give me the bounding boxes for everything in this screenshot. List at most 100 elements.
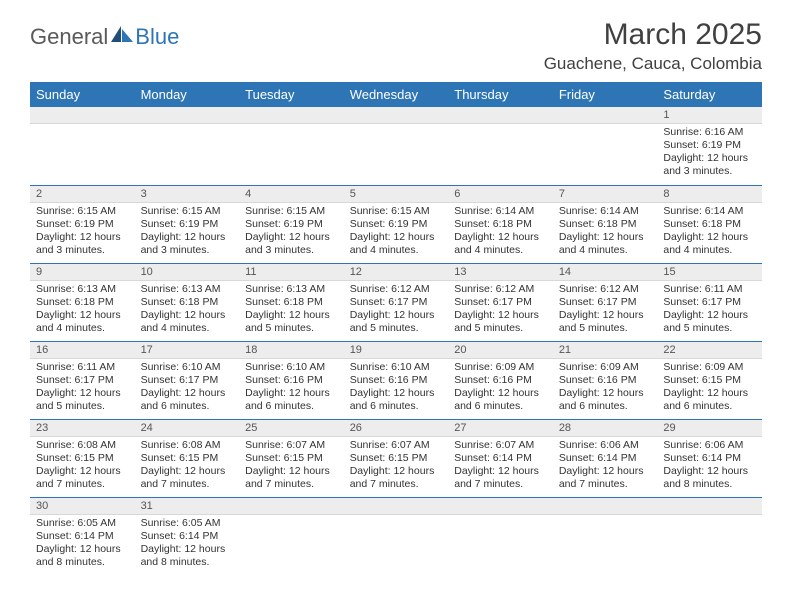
- day-number: 1: [657, 107, 762, 124]
- brand-text-blue: Blue: [135, 24, 179, 50]
- day-body: Sunrise: 6:12 AMSunset: 6:17 PMDaylight:…: [344, 281, 449, 340]
- calendar-week: 2Sunrise: 6:15 AMSunset: 6:19 PMDaylight…: [30, 185, 762, 263]
- calendar-day: 20Sunrise: 6:09 AMSunset: 6:16 PMDayligh…: [448, 341, 553, 419]
- day-number-empty: [448, 107, 553, 124]
- calendar-day: 17Sunrise: 6:10 AMSunset: 6:17 PMDayligh…: [135, 341, 240, 419]
- day-number-empty: [135, 107, 240, 124]
- header: General Blue March 2025 Guachene, Cauca,…: [30, 18, 762, 74]
- calendar-day: 19Sunrise: 6:10 AMSunset: 6:16 PMDayligh…: [344, 341, 449, 419]
- brand-text-general: General: [30, 24, 108, 50]
- sail-icon: [109, 24, 135, 44]
- calendar-day: 7Sunrise: 6:14 AMSunset: 6:18 PMDaylight…: [553, 185, 658, 263]
- day-body: Sunrise: 6:13 AMSunset: 6:18 PMDaylight:…: [135, 281, 240, 340]
- calendar-day-empty: [553, 497, 658, 575]
- day-number-empty: [344, 498, 449, 515]
- day-number: 3: [135, 186, 240, 203]
- day-body: Sunrise: 6:11 AMSunset: 6:17 PMDaylight:…: [657, 281, 762, 340]
- month-title: March 2025: [544, 18, 762, 52]
- day-body: Sunrise: 6:10 AMSunset: 6:17 PMDaylight:…: [135, 359, 240, 418]
- calendar-day: 5Sunrise: 6:15 AMSunset: 6:19 PMDaylight…: [344, 185, 449, 263]
- day-body: Sunrise: 6:06 AMSunset: 6:14 PMDaylight:…: [553, 437, 658, 496]
- day-number: 7: [553, 186, 658, 203]
- day-number: 11: [239, 264, 344, 281]
- calendar-day-empty: [448, 497, 553, 575]
- day-number: 25: [239, 420, 344, 437]
- calendar-day: 1Sunrise: 6:16 AMSunset: 6:19 PMDaylight…: [657, 107, 762, 185]
- day-number: 30: [30, 498, 135, 515]
- day-number-empty: [30, 107, 135, 124]
- day-header: Friday: [553, 82, 658, 107]
- day-number: 28: [553, 420, 658, 437]
- day-header: Monday: [135, 82, 240, 107]
- day-body: Sunrise: 6:07 AMSunset: 6:15 PMDaylight:…: [344, 437, 449, 496]
- day-body: Sunrise: 6:12 AMSunset: 6:17 PMDaylight:…: [448, 281, 553, 340]
- calendar-day: 23Sunrise: 6:08 AMSunset: 6:15 PMDayligh…: [30, 419, 135, 497]
- calendar-day-empty: [344, 107, 449, 185]
- calendar-day: 13Sunrise: 6:12 AMSunset: 6:17 PMDayligh…: [448, 263, 553, 341]
- calendar-day: 9Sunrise: 6:13 AMSunset: 6:18 PMDaylight…: [30, 263, 135, 341]
- day-number: 31: [135, 498, 240, 515]
- day-body: Sunrise: 6:15 AMSunset: 6:19 PMDaylight:…: [135, 203, 240, 262]
- calendar-day: 15Sunrise: 6:11 AMSunset: 6:17 PMDayligh…: [657, 263, 762, 341]
- calendar-day: 31Sunrise: 6:05 AMSunset: 6:14 PMDayligh…: [135, 497, 240, 575]
- calendar-day-empty: [239, 497, 344, 575]
- day-number: 13: [448, 264, 553, 281]
- calendar-day-empty: [448, 107, 553, 185]
- day-body: Sunrise: 6:14 AMSunset: 6:18 PMDaylight:…: [448, 203, 553, 262]
- calendar-week: 16Sunrise: 6:11 AMSunset: 6:17 PMDayligh…: [30, 341, 762, 419]
- calendar-day: 30Sunrise: 6:05 AMSunset: 6:14 PMDayligh…: [30, 497, 135, 575]
- calendar-day-empty: [344, 497, 449, 575]
- day-header: Wednesday: [344, 82, 449, 107]
- calendar-day-empty: [553, 107, 658, 185]
- day-number: 27: [448, 420, 553, 437]
- day-number: 22: [657, 342, 762, 359]
- calendar-week: 23Sunrise: 6:08 AMSunset: 6:15 PMDayligh…: [30, 419, 762, 497]
- day-body: Sunrise: 6:09 AMSunset: 6:16 PMDaylight:…: [553, 359, 658, 418]
- day-body: Sunrise: 6:14 AMSunset: 6:18 PMDaylight:…: [553, 203, 658, 262]
- day-header: Thursday: [448, 82, 553, 107]
- calendar-day-empty: [239, 107, 344, 185]
- calendar-day: 6Sunrise: 6:14 AMSunset: 6:18 PMDaylight…: [448, 185, 553, 263]
- day-header-row: SundayMondayTuesdayWednesdayThursdayFrid…: [30, 82, 762, 107]
- day-body: Sunrise: 6:10 AMSunset: 6:16 PMDaylight:…: [239, 359, 344, 418]
- day-number: 10: [135, 264, 240, 281]
- day-body: Sunrise: 6:09 AMSunset: 6:16 PMDaylight:…: [448, 359, 553, 418]
- day-body: Sunrise: 6:14 AMSunset: 6:18 PMDaylight:…: [657, 203, 762, 262]
- day-body: Sunrise: 6:09 AMSunset: 6:15 PMDaylight:…: [657, 359, 762, 418]
- day-header: Sunday: [30, 82, 135, 107]
- calendar-day: 8Sunrise: 6:14 AMSunset: 6:18 PMDaylight…: [657, 185, 762, 263]
- day-number: 24: [135, 420, 240, 437]
- calendar-day: 2Sunrise: 6:15 AMSunset: 6:19 PMDaylight…: [30, 185, 135, 263]
- calendar-body: 1Sunrise: 6:16 AMSunset: 6:19 PMDaylight…: [30, 107, 762, 575]
- calendar-day: 24Sunrise: 6:08 AMSunset: 6:15 PMDayligh…: [135, 419, 240, 497]
- calendar-week: 30Sunrise: 6:05 AMSunset: 6:14 PMDayligh…: [30, 497, 762, 575]
- calendar-week: 9Sunrise: 6:13 AMSunset: 6:18 PMDaylight…: [30, 263, 762, 341]
- day-body: Sunrise: 6:11 AMSunset: 6:17 PMDaylight:…: [30, 359, 135, 418]
- day-number-empty: [657, 498, 762, 515]
- day-number: 2: [30, 186, 135, 203]
- day-number-empty: [553, 498, 658, 515]
- day-body: Sunrise: 6:08 AMSunset: 6:15 PMDaylight:…: [30, 437, 135, 496]
- day-number: 5: [344, 186, 449, 203]
- calendar-day-empty: [135, 107, 240, 185]
- calendar-day: 22Sunrise: 6:09 AMSunset: 6:15 PMDayligh…: [657, 341, 762, 419]
- calendar-day: 4Sunrise: 6:15 AMSunset: 6:19 PMDaylight…: [239, 185, 344, 263]
- day-body: Sunrise: 6:15 AMSunset: 6:19 PMDaylight:…: [239, 203, 344, 262]
- calendar-day: 21Sunrise: 6:09 AMSunset: 6:16 PMDayligh…: [553, 341, 658, 419]
- calendar-day: 10Sunrise: 6:13 AMSunset: 6:18 PMDayligh…: [135, 263, 240, 341]
- calendar-day: 29Sunrise: 6:06 AMSunset: 6:14 PMDayligh…: [657, 419, 762, 497]
- calendar-day: 11Sunrise: 6:13 AMSunset: 6:18 PMDayligh…: [239, 263, 344, 341]
- calendar-day: 27Sunrise: 6:07 AMSunset: 6:14 PMDayligh…: [448, 419, 553, 497]
- day-number-empty: [239, 498, 344, 515]
- day-body: Sunrise: 6:16 AMSunset: 6:19 PMDaylight:…: [657, 124, 762, 183]
- day-body: Sunrise: 6:13 AMSunset: 6:18 PMDaylight:…: [239, 281, 344, 340]
- calendar-day: 14Sunrise: 6:12 AMSunset: 6:17 PMDayligh…: [553, 263, 658, 341]
- day-number-empty: [553, 107, 658, 124]
- day-number-empty: [239, 107, 344, 124]
- day-header: Tuesday: [239, 82, 344, 107]
- day-number: 21: [553, 342, 658, 359]
- day-body: Sunrise: 6:05 AMSunset: 6:14 PMDaylight:…: [135, 515, 240, 574]
- day-number-empty: [448, 498, 553, 515]
- day-body: Sunrise: 6:15 AMSunset: 6:19 PMDaylight:…: [344, 203, 449, 262]
- day-header: Saturday: [657, 82, 762, 107]
